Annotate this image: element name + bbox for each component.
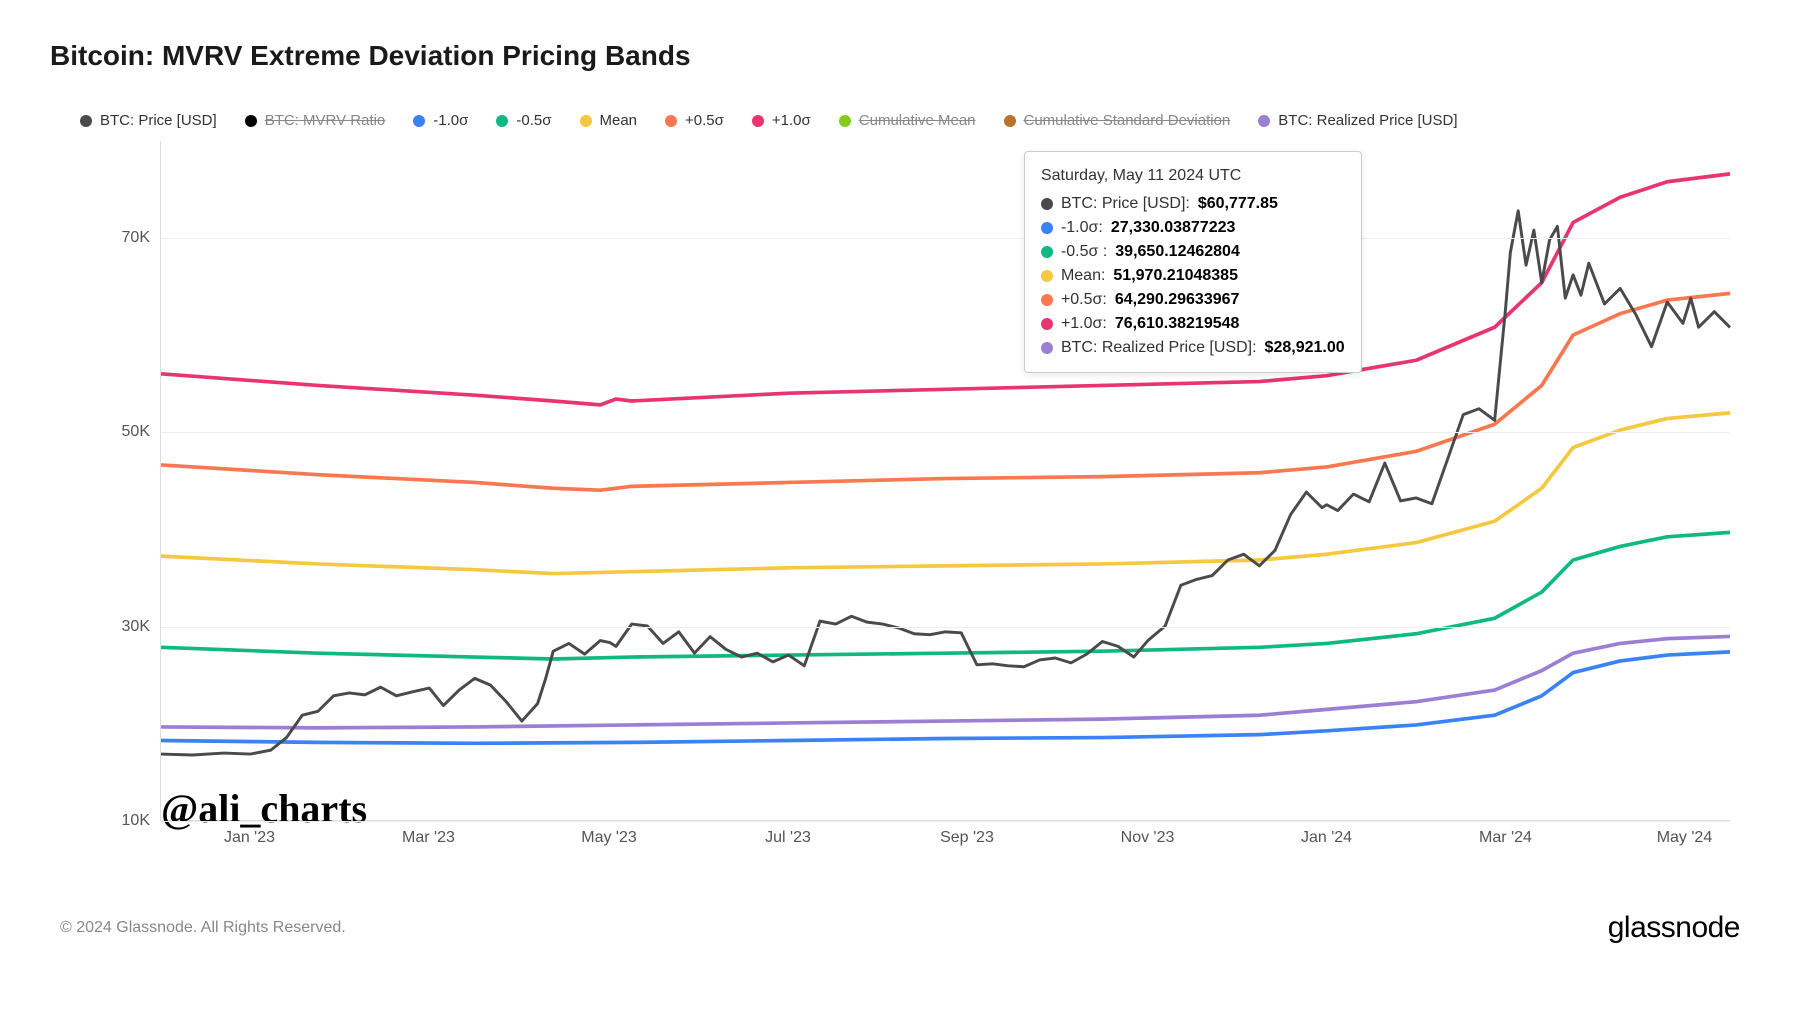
chart-title: Bitcoin: MVRV Extreme Deviation Pricing … [50,40,1750,72]
tooltip-row: +0.5σ: 64,290.29633967 [1041,288,1345,312]
tooltip-row: -0.5σ : 39,650.12462804 [1041,240,1345,264]
tooltip-row: BTC: Realized Price [USD]: $28,921.00 [1041,336,1345,360]
legend-label: -1.0σ [433,112,468,129]
x-tick-label: Mar '23 [402,829,455,847]
series-btc_price [161,211,1730,755]
tooltip-value: $60,777.85 [1198,192,1278,216]
tooltip-value: $28,921.00 [1265,336,1345,360]
x-tick-label: Jan '24 [1301,829,1352,847]
x-tick-label: Mar '24 [1479,829,1532,847]
tooltip-dot [1041,270,1053,282]
legend-item[interactable]: +1.0σ [752,112,811,129]
tooltip-dot [1041,246,1053,258]
tooltip-row: +1.0σ: 76,610.38219548 [1041,312,1345,336]
legend-dot [80,115,92,127]
x-axis: Jan '23 Mar '23 May '23 Jul '23 Sep '23 Nov '… [160,821,1730,861]
legend-label: +0.5σ [685,112,724,129]
tooltip-value: 27,330.03877223 [1111,216,1236,240]
tooltip-label: -0.5σ : [1061,240,1107,264]
grid-line [161,238,1730,239]
brand-logo: glassnode [1608,911,1740,945]
tooltip-value: 64,290.29633967 [1115,288,1240,312]
tooltip-value: 39,650.12462804 [1115,240,1240,264]
tooltip-label: -1.0σ: [1061,216,1103,240]
tooltip-row: BTC: Price [USD]: $60,777.85 [1041,192,1345,216]
legend-dot [580,115,592,127]
legend-item[interactable]: Cumulative Mean [839,112,976,129]
plot-area[interactable]: Saturday, May 11 2024 UTC BTC: Price [USD… [160,141,1730,821]
tooltip-row: Mean: 51,970.21048385 [1041,264,1345,288]
legend-label: BTC: Price [USD] [100,112,217,129]
legend-label: -0.5σ [516,112,551,129]
y-tick-label: 50K [122,423,150,441]
legend-label: Mean [600,112,638,129]
legend-label: Cumulative Mean [859,112,976,129]
tooltip-label: BTC: Realized Price [USD]: [1061,336,1257,360]
tooltip-label: +1.0σ: [1061,312,1107,336]
tooltip-value: 76,610.38219548 [1115,312,1240,336]
legend-item[interactable]: BTC: Realized Price [USD] [1258,112,1457,129]
y-tick-label: 30K [122,618,150,636]
copyright-text: © 2024 Glassnode. All Rights Reserved. [60,919,346,937]
tooltip-title: Saturday, May 11 2024 UTC [1041,164,1345,188]
legend-label: +1.0σ [772,112,811,129]
tooltip-dot [1041,342,1053,354]
grid-line [161,627,1730,628]
x-tick-label: Jul '23 [765,829,811,847]
tooltip-dot [1041,222,1053,234]
legend-item[interactable]: BTC: Price [USD] [80,112,217,129]
legend-dot [496,115,508,127]
y-tick-label: 70K [122,229,150,247]
legend-item[interactable]: BTC: MVRV Ratio [245,112,386,129]
legend-label: BTC: Realized Price [USD] [1278,112,1457,129]
grid-line [161,432,1730,433]
tooltip-value: 51,970.21048385 [1113,264,1238,288]
tooltip-dot [1041,198,1053,210]
tooltip-row: -1.0σ: 27,330.03877223 [1041,216,1345,240]
y-tick-label: 10K [122,812,150,830]
x-tick-label: Sep '23 [940,829,994,847]
chart-area: 10K 30K 50K 70K Saturday, May 11 2024 UTC BT… [50,141,1750,861]
legend-dot [413,115,425,127]
tooltip-dot [1041,294,1053,306]
legend-dot [245,115,257,127]
legend: BTC: Price [USD] BTC: MVRV Ratio -1.0σ -0.5… [50,112,1750,129]
legend-dot [1258,115,1270,127]
legend-item[interactable]: -1.0σ [413,112,468,129]
series-minus_05_sigma [161,532,1730,659]
legend-dot [752,115,764,127]
tooltip-label: BTC: Price [USD]: [1061,192,1190,216]
legend-label: BTC: MVRV Ratio [265,112,386,129]
hover-tooltip: Saturday, May 11 2024 UTC BTC: Price [USD… [1024,151,1362,373]
x-tick-label: Jan '23 [224,829,275,847]
series-plus_1_sigma [161,174,1730,405]
series-mean [161,413,1730,574]
tooltip-label: +0.5σ: [1061,288,1107,312]
series-minus_1_sigma [161,652,1730,743]
legend-dot [665,115,677,127]
x-tick-label: May '23 [581,829,637,847]
legend-item[interactable]: Cumulative Standard Deviation [1004,112,1231,129]
legend-item[interactable]: -0.5σ [496,112,551,129]
legend-dot [1004,115,1016,127]
y-axis: 10K 30K 50K 70K [50,141,160,861]
x-tick-label: Nov '23 [1121,829,1175,847]
legend-item[interactable]: +0.5σ [665,112,724,129]
legend-item[interactable]: Mean [580,112,638,129]
legend-label: Cumulative Standard Deviation [1024,112,1231,129]
tooltip-label: Mean: [1061,264,1105,288]
footer: © 2024 Glassnode. All Rights Reserved. g… [50,911,1750,945]
legend-dot [839,115,851,127]
x-tick-label: May '24 [1657,829,1713,847]
tooltip-dot [1041,318,1053,330]
